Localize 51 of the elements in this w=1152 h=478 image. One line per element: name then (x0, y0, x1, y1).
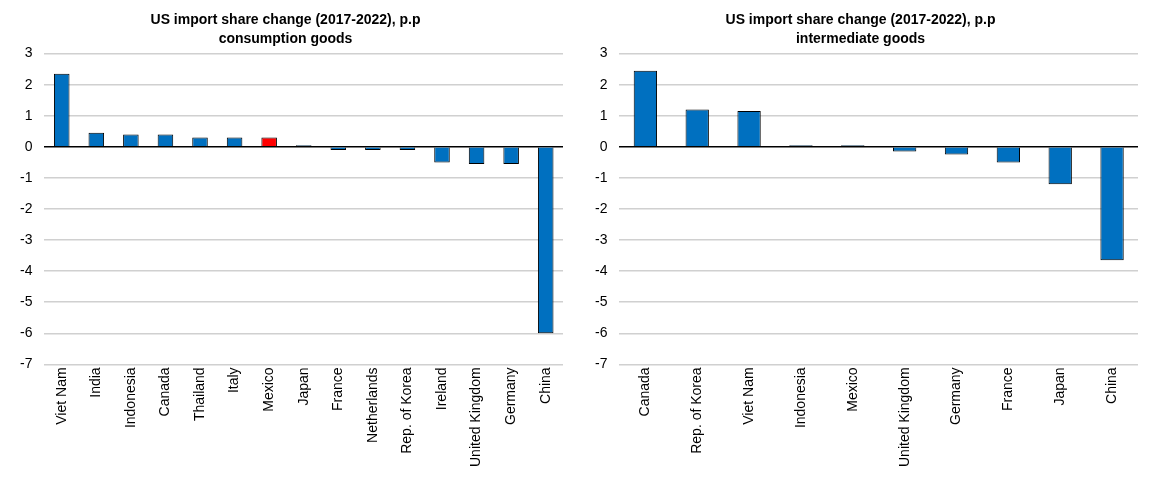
y-tick-label: -5 (595, 293, 608, 310)
chart-subtitle: consumption goods (218, 30, 353, 47)
y-tick-label: 2 (599, 75, 608, 92)
x-tick-label: Indonesia (791, 367, 808, 429)
x-tick-label: France (999, 367, 1016, 411)
chart-subtitle: intermediate goods (795, 30, 926, 47)
y-tick-label: -1 (20, 168, 33, 185)
chart-title: US import share change (2017-2022), p.p (725, 11, 996, 28)
y-tick-label: -6 (20, 324, 33, 341)
x-tick-label: Canada (636, 367, 653, 417)
y-tick-label: -7 (20, 355, 33, 372)
x-tick-label: Japan (1051, 367, 1068, 406)
x-tick-label: Thailand (190, 367, 207, 422)
y-tick-label: -1 (595, 168, 608, 185)
x-tick-label: Viet Nam (739, 367, 756, 425)
x-tick-label: India (87, 367, 104, 398)
y-tick-label: -3 (20, 230, 33, 247)
chart-title: US import share change (2017-2022), p.p (150, 11, 421, 28)
x-tick-label: Canada (156, 367, 173, 417)
y-tick-label: -2 (595, 199, 608, 216)
x-tick-label: Ireland (432, 367, 449, 411)
x-tick-label: United Kingdom (467, 367, 484, 468)
x-tick-label: Rep. of Korea (688, 367, 705, 454)
y-tick-label: 0 (24, 137, 33, 154)
x-tick-label: Germany (502, 367, 518, 425)
x-tick-label: China (536, 367, 553, 404)
x-tick-label: United Kingdom (895, 367, 912, 468)
y-tick-label: -2 (20, 199, 33, 216)
x-tick-label: Rep. of Korea (398, 367, 415, 454)
y-tick-label: -6 (595, 324, 608, 341)
x-tick-label: Netherlands (363, 367, 380, 443)
x-tick-label: Mexico (843, 367, 860, 412)
y-tick-label: 1 (24, 106, 33, 123)
x-tick-label: Italy (225, 367, 242, 394)
y-tick-label: -7 (595, 355, 608, 372)
y-tick-label: -4 (595, 262, 608, 279)
y-tick-label: -5 (20, 293, 33, 310)
y-tick-label: 2 (24, 75, 33, 92)
x-tick-label: France (329, 367, 346, 411)
x-tick-label: Germany (947, 367, 964, 425)
x-tick-label: China (1102, 367, 1119, 404)
x-tick-label: Mexico (260, 367, 277, 412)
y-tick-label: 0 (599, 137, 608, 154)
y-tick-label: -4 (20, 262, 33, 279)
y-tick-label: -3 (595, 230, 608, 247)
y-tick-label: 3 (24, 44, 33, 61)
y-tick-label: 3 (599, 44, 608, 61)
x-tick-label: Japan (294, 367, 311, 406)
y-tick-label: 1 (599, 106, 608, 123)
x-tick-label: Viet Nam (52, 367, 69, 425)
x-tick-label: Indonesia (121, 367, 138, 429)
